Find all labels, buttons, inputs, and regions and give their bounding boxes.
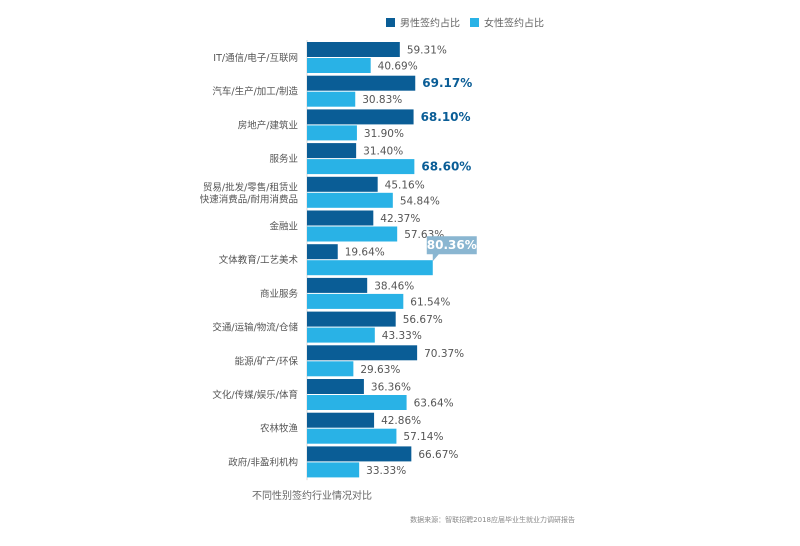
male-bar [307, 244, 338, 260]
category-label: 快速消费品/耐用消费品 [200, 193, 298, 205]
category-label: 能源/矿产/环保 [235, 355, 299, 367]
male-value-label: 19.64% [345, 247, 385, 259]
category-label: 金融业 [269, 221, 298, 233]
category-label: 农林牧渔 [260, 423, 299, 435]
female-value-label: 43.33% [382, 330, 422, 342]
male-value-label: 42.86% [381, 415, 421, 427]
female-bar [307, 327, 375, 343]
chart-caption: 不同性别签约行业情况对比 [252, 489, 372, 502]
category-label: 商业服务 [260, 288, 299, 300]
female-bar [307, 361, 354, 377]
male-value-label: 68.10% [421, 110, 471, 124]
female-value-label: 68.60% [421, 160, 471, 174]
female-value-label: 61.54% [410, 296, 450, 308]
female-value-label: 31.90% [364, 128, 404, 140]
male-bar [307, 345, 418, 361]
male-bar [307, 75, 416, 91]
female-bar [307, 462, 360, 478]
category-label: 房地产/建筑业 [238, 119, 298, 131]
male-bar [307, 412, 375, 428]
category-label: 服务业 [269, 153, 298, 165]
male-bar [307, 277, 368, 293]
female-value-label: 30.83% [362, 94, 402, 106]
male-value-label: 59.31% [407, 45, 447, 57]
female-bar [307, 226, 398, 242]
male-value-label: 66.67% [418, 449, 458, 461]
female-value-label: 57.14% [403, 431, 443, 443]
category-label: 文体教育/工艺美术 [219, 254, 299, 266]
male-bar [307, 379, 364, 394]
male-value-label: 56.67% [403, 314, 443, 326]
male-bar [307, 446, 412, 462]
female-bar [307, 395, 407, 410]
male-bar [307, 109, 414, 125]
female-value-label: 80.36% [427, 238, 477, 252]
female-bar [307, 58, 371, 73]
category-label: 政府/非盈利机构 [228, 456, 298, 468]
male-bar [307, 176, 378, 192]
male-value-label: 36.36% [371, 382, 411, 394]
legend-label-male: 男性签约占比 [400, 17, 460, 30]
male-value-label: 69.17% [422, 76, 472, 90]
male-value-label: 42.37% [380, 213, 420, 225]
category-label: 贸易/批发/零售/租赁业 [203, 181, 298, 193]
legend-label-female: 女性签约占比 [484, 17, 544, 30]
category-label: 汽车/生产/加工/制造 [212, 86, 298, 98]
female-bar [307, 293, 404, 309]
male-value-label: 70.37% [424, 348, 464, 360]
female-value-label: 63.64% [414, 398, 454, 410]
legend-swatch-male [386, 18, 395, 27]
male-bar [307, 311, 396, 327]
female-value-label: 29.63% [360, 364, 400, 376]
female-bar [307, 428, 397, 444]
category-label: IT/通信/电子/互联网 [213, 52, 298, 64]
female-bar [307, 91, 356, 107]
female-bar [307, 192, 393, 208]
female-bar [307, 260, 433, 276]
male-bar [307, 42, 400, 57]
male-value-label: 38.46% [374, 280, 414, 292]
male-value-label: 31.40% [363, 146, 403, 158]
female-value-label: 33.33% [366, 465, 406, 477]
legend-swatch-female [470, 18, 479, 27]
female-value-label: 40.69% [378, 61, 418, 73]
category-label: 交通/运输/物流/仓储 [212, 322, 298, 334]
male-bar [307, 210, 374, 226]
female-bar [307, 125, 357, 141]
male-bar [307, 143, 357, 159]
female-bar [307, 159, 415, 175]
category-label: 文化/传媒/娱乐/体育 [212, 389, 298, 401]
callout-bubble [426, 236, 477, 262]
male-value-label: 45.16% [385, 179, 425, 191]
data-source: 数据来源：智联招聘2018应届毕业生就业力调研报告 [410, 515, 575, 524]
female-value-label: 54.84% [400, 195, 440, 207]
